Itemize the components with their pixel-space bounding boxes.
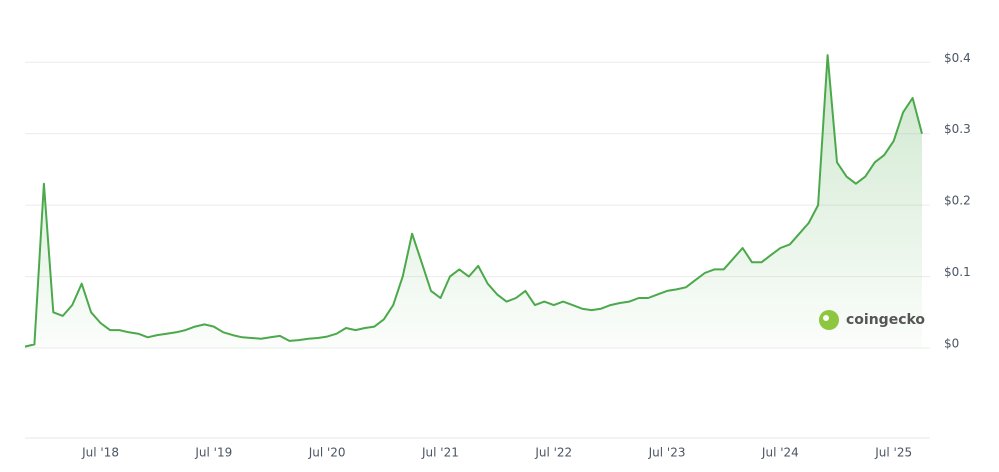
logo-text: coingecko <box>846 312 925 328</box>
y-tick-label: $0 <box>944 337 959 351</box>
logo-eye <box>823 315 829 321</box>
x-tick-label: Jul '25 <box>874 446 912 460</box>
y-tick-label: $0.2 <box>944 194 971 208</box>
x-tick-label: Jul '21 <box>421 446 459 460</box>
x-tick-label: Jul '24 <box>761 446 799 460</box>
x-tick-label: Jul '20 <box>308 446 346 460</box>
x-tick-label: Jul '22 <box>534 446 572 460</box>
logo: coingecko <box>819 310 925 330</box>
logo-icon <box>819 310 839 330</box>
x-tick-label: Jul '18 <box>81 446 119 460</box>
x-tick-label: Jul '23 <box>648 446 686 460</box>
y-tick-label: $0.3 <box>944 122 971 136</box>
area <box>25 55 922 348</box>
price-line <box>24 54 923 348</box>
x-tick-label: Jul '19 <box>194 446 232 460</box>
y-tick-label: $0.1 <box>944 265 971 279</box>
y-tick-label: $0.4 <box>944 51 971 65</box>
